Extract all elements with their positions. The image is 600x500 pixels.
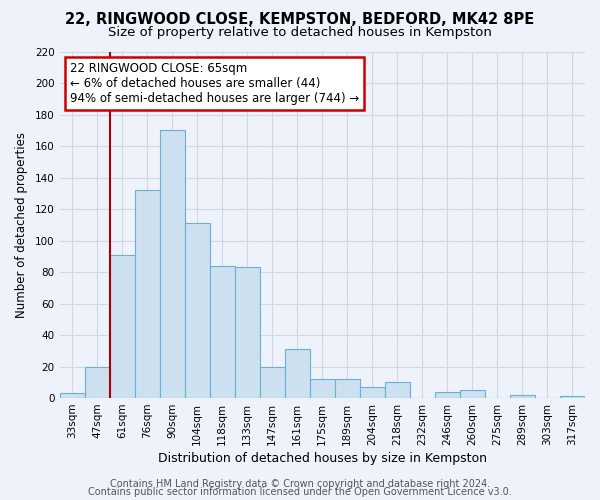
Bar	[285, 349, 310, 398]
Text: Contains HM Land Registry data © Crown copyright and database right 2024.: Contains HM Land Registry data © Crown c…	[110, 479, 490, 489]
Bar	[160, 130, 185, 398]
Bar	[134, 190, 160, 398]
Text: Size of property relative to detached houses in Kempston: Size of property relative to detached ho…	[108, 26, 492, 39]
Bar	[209, 266, 235, 398]
Bar	[510, 395, 535, 398]
Bar	[385, 382, 410, 398]
Y-axis label: Number of detached properties: Number of detached properties	[15, 132, 28, 318]
Bar	[435, 392, 460, 398]
Bar	[335, 379, 360, 398]
Bar	[110, 254, 134, 398]
Text: 22 RINGWOOD CLOSE: 65sqm
← 6% of detached houses are smaller (44)
94% of semi-de: 22 RINGWOOD CLOSE: 65sqm ← 6% of detache…	[70, 62, 359, 105]
Bar	[360, 387, 385, 398]
Text: 22, RINGWOOD CLOSE, KEMPSTON, BEDFORD, MK42 8PE: 22, RINGWOOD CLOSE, KEMPSTON, BEDFORD, M…	[65, 12, 535, 28]
Bar	[59, 394, 85, 398]
Text: Contains public sector information licensed under the Open Government Licence v3: Contains public sector information licen…	[88, 487, 512, 497]
Bar	[260, 366, 285, 398]
Bar	[185, 223, 209, 398]
Bar	[235, 268, 260, 398]
Bar	[560, 396, 585, 398]
Bar	[460, 390, 485, 398]
Bar	[85, 366, 110, 398]
X-axis label: Distribution of detached houses by size in Kempston: Distribution of detached houses by size …	[158, 452, 487, 465]
Bar	[310, 379, 335, 398]
